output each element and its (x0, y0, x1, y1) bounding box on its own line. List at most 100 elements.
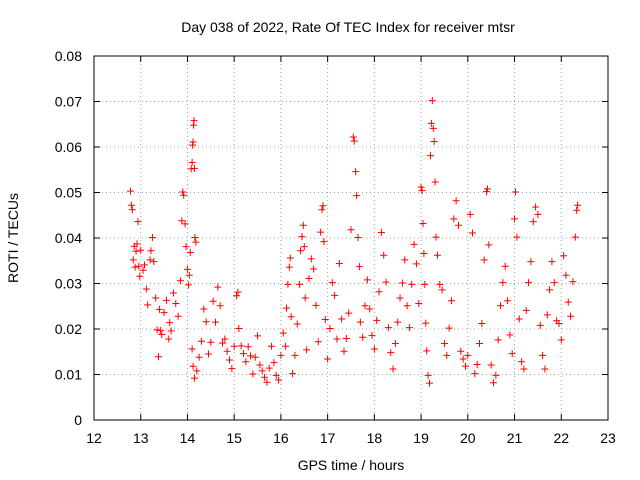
data-point (569, 278, 577, 286)
data-point (155, 305, 163, 313)
data-point (142, 285, 150, 293)
data-point (265, 364, 273, 372)
data-point (319, 202, 327, 210)
data-point (543, 311, 551, 319)
data-point (534, 210, 542, 218)
data-point (359, 333, 367, 341)
data-point (160, 309, 168, 317)
data-point (216, 302, 224, 310)
data-point (461, 362, 469, 370)
data-point (293, 320, 301, 328)
data-point (426, 379, 434, 387)
x-tick-label: 15 (226, 430, 242, 446)
data-point (207, 338, 215, 346)
data-point (172, 300, 180, 308)
data-point (361, 302, 369, 310)
data-point (240, 350, 248, 358)
data-point (131, 263, 139, 271)
data-point (483, 185, 491, 193)
data-point (511, 215, 519, 223)
data-point (373, 316, 381, 324)
data-point (557, 336, 565, 344)
data-point (432, 233, 440, 241)
data-point (286, 254, 294, 262)
data-point (317, 228, 325, 236)
data-point (377, 229, 385, 237)
data-point (443, 351, 451, 359)
data-point (134, 218, 142, 226)
data-point (299, 221, 307, 229)
data-point (200, 305, 208, 313)
data-point (190, 117, 198, 125)
data-point (450, 215, 458, 223)
data-point (221, 335, 229, 343)
x-axis-label: GPS time / hours (298, 457, 405, 473)
data-point (520, 365, 528, 373)
data-point (174, 312, 182, 320)
data-point (497, 302, 505, 310)
data-point (433, 251, 441, 259)
data-point (347, 226, 355, 234)
data-point (350, 137, 358, 145)
data-point (564, 298, 572, 306)
data-point (129, 256, 137, 264)
data-point (401, 256, 409, 264)
data-point (135, 262, 143, 270)
data-point (454, 221, 462, 229)
data-point (550, 279, 558, 287)
data-point (438, 286, 446, 294)
data-point (298, 233, 306, 241)
x-tick-labels: 12 13 14 15 16 17 18 19 20 21 22 23 (86, 430, 616, 446)
x-tick-label: 16 (273, 430, 289, 446)
x-tick-label: 13 (133, 430, 149, 446)
data-point (562, 271, 570, 279)
data-point (263, 378, 271, 386)
data-point (480, 256, 488, 264)
data-point (272, 371, 280, 379)
data-point (405, 324, 413, 332)
data-point (423, 347, 431, 355)
data-point (277, 351, 285, 359)
x-tick-label: 17 (320, 430, 336, 446)
data-point (190, 374, 198, 382)
data-point (541, 365, 549, 373)
data-point (165, 335, 173, 343)
data-point (515, 315, 523, 323)
data-point (508, 350, 516, 358)
data-point (219, 339, 226, 347)
data-point (296, 280, 304, 288)
y-tick-label: 0.04 (55, 230, 82, 246)
data-point (473, 360, 481, 368)
data-point (440, 340, 448, 348)
y-tick-label: 0 (74, 412, 82, 428)
data-point (192, 238, 200, 246)
data-point (333, 335, 341, 343)
data-point (353, 192, 361, 200)
data-point (403, 302, 411, 310)
data-point (184, 281, 192, 289)
data-point (300, 243, 308, 251)
data-point (518, 358, 526, 366)
data-point (525, 279, 533, 287)
data-point (418, 187, 426, 195)
data-point (146, 256, 154, 264)
data-point (176, 277, 184, 285)
data-point (228, 365, 236, 373)
data-point (258, 367, 266, 375)
data-point (363, 276, 371, 284)
data-point (417, 183, 425, 191)
data-point (307, 255, 315, 263)
data-point (366, 305, 374, 313)
y-axis-label: ROTI / TECUs (5, 193, 21, 283)
data-point (436, 280, 444, 288)
data-point (169, 289, 177, 297)
x-tick-label: 22 (553, 430, 569, 446)
data-point (382, 278, 390, 286)
data-point (335, 259, 343, 267)
data-point (209, 297, 217, 305)
data-point (244, 343, 252, 351)
data-point (247, 352, 255, 360)
data-point (532, 203, 540, 211)
data-point (338, 315, 346, 323)
data-point (459, 355, 467, 363)
